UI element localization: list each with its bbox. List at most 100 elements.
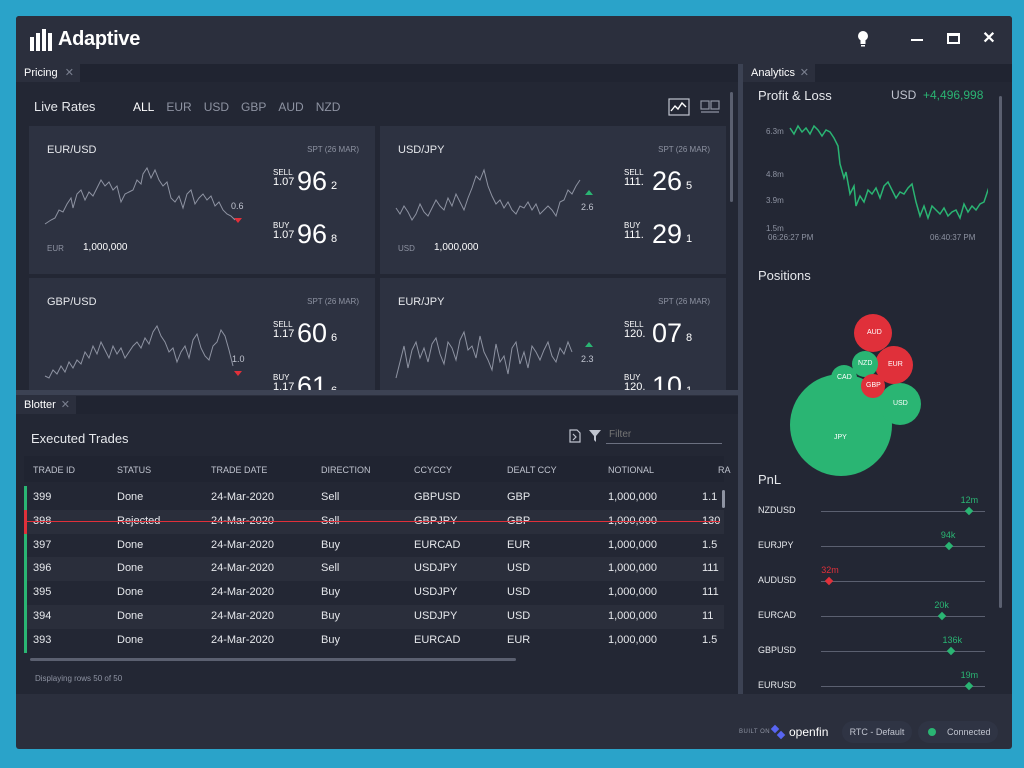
panel-splitter[interactable] — [16, 390, 738, 395]
table-row[interactable]: 399 Done 24-Mar-2020 Sell GBPUSD GBP 1,000,000… — [24, 486, 724, 510]
buy-label: BUY — [624, 221, 641, 230]
chart-view-icon[interactable] — [668, 98, 690, 116]
col-direction[interactable]: DIRECTION — [321, 465, 371, 475]
analytics-scrollbar[interactable] — [999, 96, 1002, 608]
sell-pips: 26 — [652, 166, 683, 196]
filter-all[interactable]: ALL — [133, 100, 155, 114]
col-trade-date[interactable]: TRADE DATE — [211, 465, 268, 475]
bubble-label-usd: USD — [893, 400, 908, 407]
tile-pair: EUR/USD — [47, 144, 97, 156]
table-row[interactable]: 395 Done 24-Mar-2020 Buy USDJPY USD 1,000,000 1… — [24, 581, 724, 606]
table-row[interactable]: 398 Rejected 24-Mar-2020 Sell GBPJPY GBP 1,000… — [24, 509, 724, 534]
pricing-tabstrip: Pricing ✕ — [16, 64, 738, 82]
filter-eur[interactable]: EUR — [166, 100, 192, 114]
close-icon[interactable]: ✕ — [60, 399, 70, 411]
pricing-scrollbar[interactable] — [730, 92, 733, 202]
close-icon[interactable]: ✕ — [64, 67, 74, 79]
tile-notional[interactable]: 1,000,000 — [434, 242, 479, 253]
export-icon[interactable] — [569, 429, 581, 443]
sell-price-button[interactable]: SELL 1.17 60 6 — [273, 318, 363, 360]
sell-pips: 96 — [297, 166, 328, 196]
bubble-label-eur: EUR — [888, 361, 903, 368]
status-bar — [24, 581, 27, 606]
filter-aud[interactable]: AUD — [278, 100, 304, 114]
buy-fraction: 1 — [686, 385, 692, 390]
blotter-v-scrollbar[interactable] — [722, 490, 725, 508]
rejected-strike — [24, 520, 720, 522]
pnl-ccy: USD — [891, 88, 917, 102]
col-rate[interactable]: RA — [718, 465, 731, 475]
tab-blotter[interactable]: Blotter ✕ — [16, 396, 76, 414]
buy-price-button[interactable]: BUY 1.07 96 8 — [273, 219, 363, 261]
bubble-label-nzd: NZD — [858, 360, 873, 367]
sell-price-button[interactable]: SELL 1.07 96 2 — [273, 166, 363, 208]
tile-view-icon[interactable] — [700, 100, 720, 114]
sparkline — [395, 168, 581, 221]
buy-price-button[interactable]: BUY 111. 29 1 — [624, 219, 714, 261]
cell-status: Done — [117, 633, 144, 646]
lightbulb-icon[interactable] — [856, 30, 870, 48]
filter-gbp[interactable]: GBP — [241, 100, 267, 114]
filter-nzd[interactable]: NZD — [315, 100, 341, 114]
sell-label: SELL — [624, 168, 644, 177]
maximize-icon[interactable] — [944, 30, 962, 48]
minimize-icon[interactable] — [908, 30, 926, 48]
table-row[interactable]: 397 Done 24-Mar-2020 Buy EURCAD EUR 1,000,000 1… — [24, 533, 724, 558]
tab-analytics[interactable]: Analytics ✕ — [743, 64, 815, 82]
tile-spread: 2.3 — [581, 354, 594, 364]
tile-notional[interactable]: 1,000,000 — [83, 242, 128, 253]
connection-status: Connected — [918, 721, 998, 743]
positions-bubble-chart — [790, 314, 921, 476]
x-tick: 06:40:37 PM — [930, 233, 976, 242]
sell-big-figure: 111. — [624, 176, 644, 188]
table-row[interactable]: 394 Done 24-Mar-2020 Buy USDJPY USD 1,000,000 1… — [24, 605, 724, 629]
sell-fraction: 8 — [686, 332, 693, 344]
pnl-axis-line — [821, 616, 985, 617]
col-ccyccy[interactable]: CCYCCY — [414, 465, 453, 475]
direction-down-icon — [234, 371, 242, 376]
y-tick: 6.3m — [766, 127, 784, 136]
vertical-splitter[interactable] — [738, 64, 743, 694]
rate-tile-usdjpy[interactable]: USD/JPY SPT (26 MAR) 2.6 USD 1,000,000 S… — [380, 126, 726, 274]
rate-tile-gbpusd[interactable]: GBP/USD SPT (26 MAR) 1.0 SELL 1.17 60 6 … — [29, 278, 375, 390]
cell-rate: 1.1 — [702, 491, 718, 503]
analytics-tabstrip: Analytics ✕ — [743, 64, 1012, 82]
col-status[interactable]: STATUS — [117, 465, 152, 475]
rtc-badge[interactable]: RTC - Default — [842, 721, 912, 743]
sell-fraction: 5 — [686, 180, 693, 192]
rate-tile-eurjpy[interactable]: EUR/JPY SPT (26 MAR) 2.3 SELL 120. 07 8 … — [380, 278, 726, 390]
sparkline — [44, 166, 236, 225]
pnl-value: 12m — [960, 495, 979, 505]
status-bar — [24, 509, 27, 534]
close-icon[interactable]: ✕ — [982, 30, 996, 47]
status-bar — [24, 605, 27, 629]
filter-input[interactable] — [606, 426, 722, 444]
tab-pricing[interactable]: Pricing ✕ — [16, 64, 80, 82]
blotter-h-scrollbar[interactable] — [30, 658, 516, 661]
filter-usd[interactable]: USD — [203, 100, 230, 114]
tile-pair: USD/JPY — [398, 144, 445, 156]
app-window: Adaptive ✕ Pricing ✕ Live Rates ALL EUR … — [16, 16, 1012, 749]
pnl-row: NZDUSD 12m — [758, 495, 998, 525]
sell-price-button[interactable]: SELL 120. 07 8 — [624, 318, 714, 360]
tile-spread: 1.0 — [232, 354, 245, 364]
rate-tile-eurusd[interactable]: EUR/USD SPT (26 MAR) 0.6 EUR 1,000,000 S… — [29, 126, 375, 274]
pnl-marker — [938, 611, 947, 621]
pnl-axis-line — [821, 686, 985, 687]
table-row[interactable]: 393 Done 24-Mar-2020 Buy EURCAD EUR 1,000,000 1… — [24, 628, 724, 653]
pnl-marker — [946, 646, 955, 656]
buy-price-button[interactable]: BUY 1.17 61 6 — [273, 371, 363, 390]
sell-price-button[interactable]: SELL 111. 26 5 — [624, 166, 714, 208]
filter-icon[interactable] — [589, 430, 601, 442]
pnl-pair: AUDUSD — [758, 575, 797, 585]
buy-price-button[interactable]: BUY 120. 10 1 — [624, 371, 714, 390]
col-trade-id[interactable]: TRADE ID — [33, 465, 76, 475]
pnl-value: 94k — [940, 530, 956, 540]
buy-big-figure: 120. — [624, 381, 646, 390]
cell-trade-id: 399 — [33, 491, 52, 503]
close-icon[interactable]: ✕ — [799, 67, 809, 79]
cell-rate: 111 — [702, 562, 719, 575]
col-dealt-ccy[interactable]: DEALT CCY — [507, 465, 557, 475]
col-notional[interactable]: NOTIONAL — [608, 465, 655, 475]
table-row[interactable]: 396 Done 24-Mar-2020 Sell USDJPY USD 1,000,000… — [24, 557, 724, 582]
